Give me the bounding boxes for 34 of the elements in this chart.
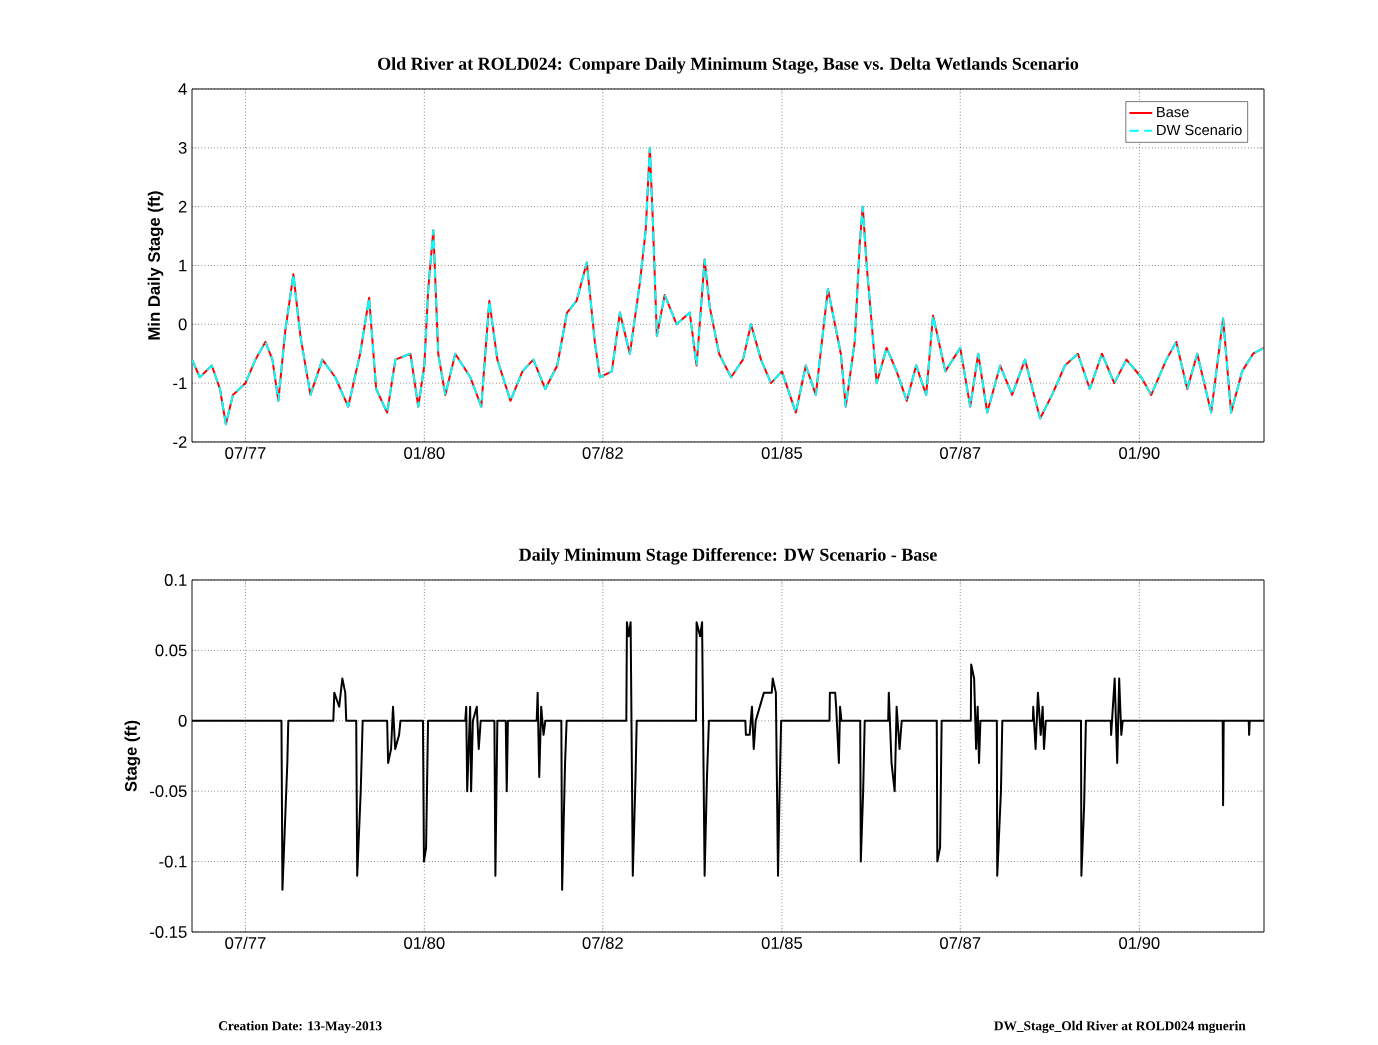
y-tick-label: 4 [178, 83, 187, 95]
y-tick-label: 0.05 [155, 644, 187, 657]
y-tick-label: -1 [173, 377, 187, 389]
x-tick-label: 07/87 [940, 936, 981, 949]
text: DW_Stage_Old River at ROLD024 mguerin [994, 1020, 1246, 1034]
y-tick-label: 0.1 [164, 574, 187, 586]
y-tick-label: 3 [178, 141, 187, 154]
y-tick-label: -0.05 [150, 785, 187, 798]
x-tick-label: 01/80 [404, 446, 445, 459]
x-tick-label: 01/85 [761, 446, 803, 459]
x-tick-label: 07/82 [582, 936, 623, 949]
x-tick-label: 01/85 [761, 936, 803, 949]
y-tick-label: 1 [179, 259, 187, 272]
y-tick-label: 2 [178, 200, 187, 213]
y-tick-label: 0 [178, 318, 187, 331]
chart-title: Daily Minimum Stage Difference: DW Scenario - Base [519, 547, 937, 565]
x-tick-label: 07/87 [940, 446, 981, 459]
x-tick-label: 01/90 [1119, 446, 1160, 459]
y-tick-label: -0.15 [150, 926, 187, 938]
line-series [192, 146, 1265, 426]
x-tick-label: 01/90 [1119, 936, 1160, 949]
y-tick-label: -0.1 [159, 855, 187, 868]
y-tick-label: -2 [173, 436, 187, 448]
y-tick-label: 0 [178, 714, 187, 727]
x-tick-label: 07/77 [225, 936, 266, 949]
x-tick-label: 07/77 [225, 446, 266, 459]
y-axis-title: Min Daily Stage (ft) [147, 191, 164, 340]
text: Creation Date: 13-May-2013 [218, 1020, 382, 1034]
x-tick-label: 01/80 [404, 936, 445, 949]
chart-title: Old River at ROLD024: Compare Daily Minimum Stage, Base vs. Delta Wetlands Scenario [378, 57, 1079, 74]
legend-label: DW Scenario [1157, 124, 1242, 136]
x-tick-label: 07/82 [582, 446, 623, 459]
y-axis-title: Stage (ft) [124, 720, 141, 792]
legend-label: Base [1157, 106, 1189, 118]
